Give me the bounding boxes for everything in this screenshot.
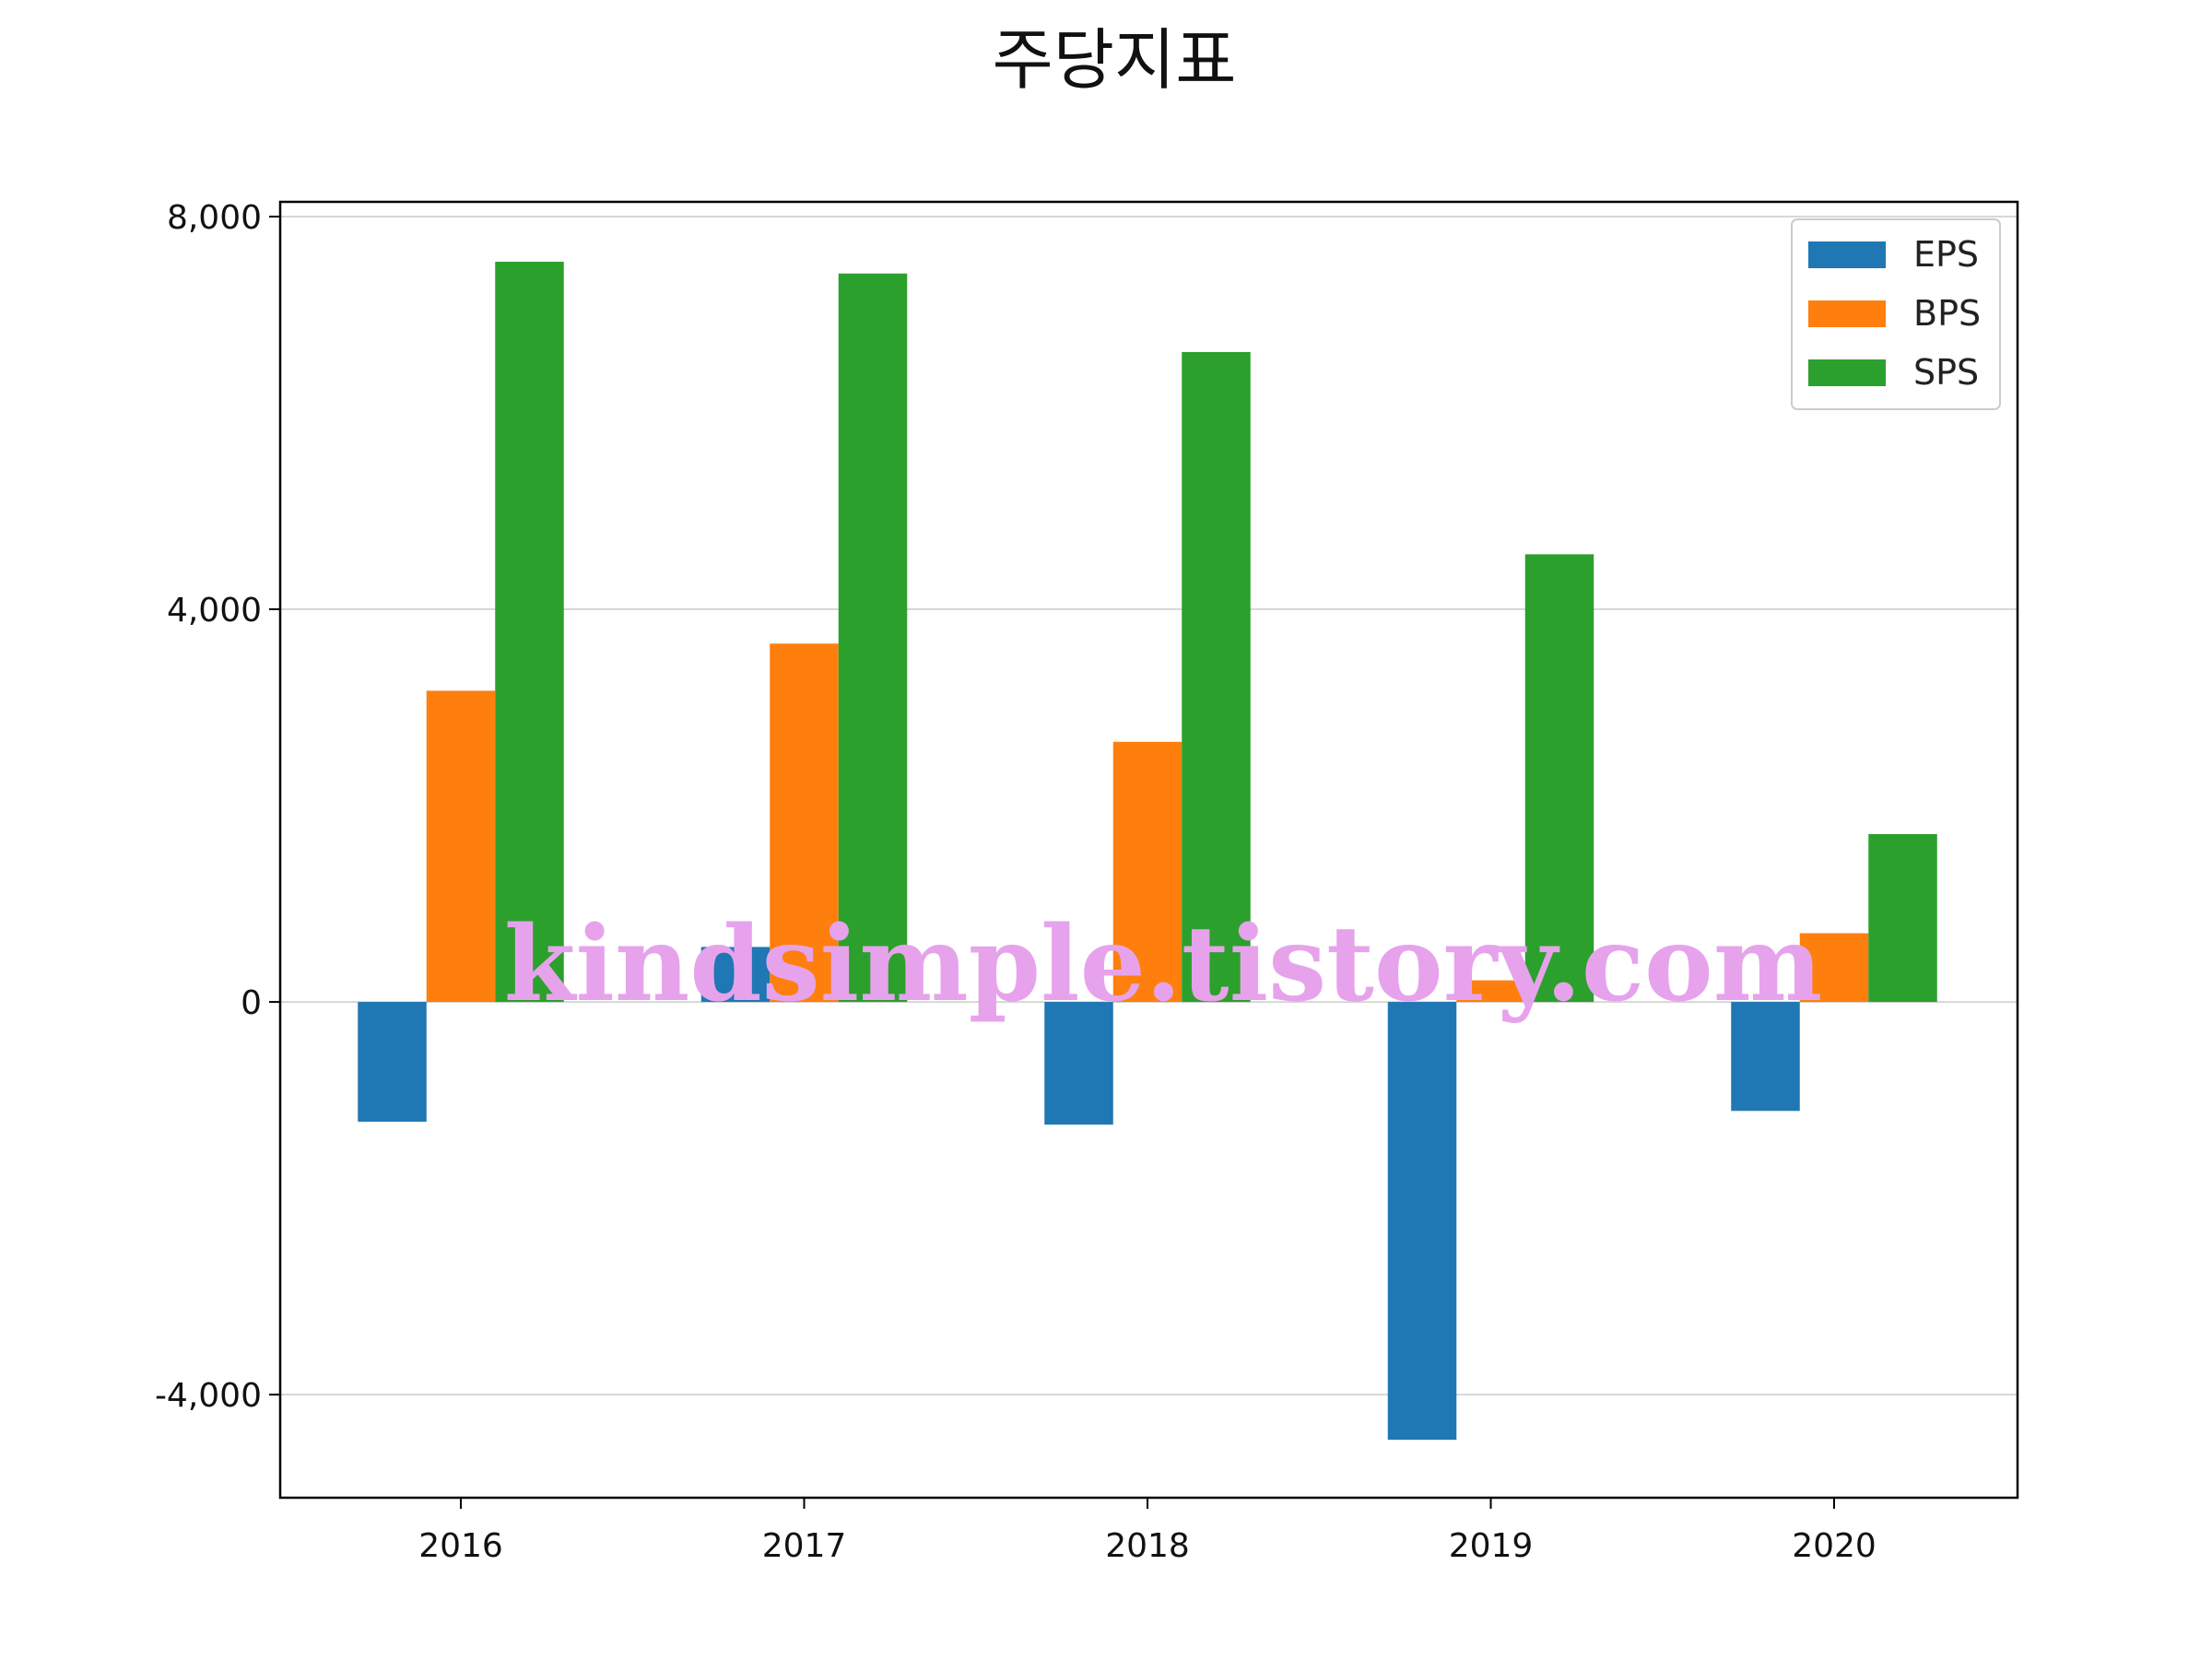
y-tick-label: -4,000 [155,1377,262,1415]
x-axis-ticks: 2016 2017 2018 2019 2020 [418,1498,1877,1565]
bar-eps-2018 [1044,1002,1113,1125]
bar-sps-2016 [495,261,564,1003]
bar-sps-2017 [838,273,908,1003]
y-tick-label: 8,000 [167,199,262,237]
watermark-text: kindsimple.tistory.com [504,904,1823,1025]
legend-label-eps: EPS [1913,234,1979,275]
bars [358,261,1937,1441]
y-axis-ticks: -4,000 0 4,000 8,000 [155,199,280,1415]
bar-bps-2017 [770,643,839,1003]
bar-sps-2019 [1524,554,1594,1003]
legend-swatch-bps [1808,300,1886,327]
axes-frame [278,200,2019,1500]
legend-swatch-sps [1808,359,1886,386]
bar-bps-2018 [1112,741,1182,1003]
bar-bps-2019 [1456,980,1525,1003]
x-tick-label: 2016 [418,1527,503,1565]
legend-swatch-eps [1808,241,1886,268]
chart-title: 주당지표 [993,21,1237,99]
bar-bps-2016 [426,690,496,1003]
x-tick-label: 2018 [1105,1527,1190,1565]
bar-eps-2017 [700,947,771,1003]
y-tick-label: 0 [241,984,262,1022]
bar-eps-2020 [1731,1002,1800,1112]
x-tick-label: 2017 [762,1527,847,1565]
legend-label-bps: BPS [1913,293,1981,334]
x-tick-label: 2019 [1449,1527,1534,1565]
bar-eps-2019 [1387,1002,1457,1441]
bar-eps-2016 [358,1002,427,1123]
legend: EPS BPS SPS [1791,218,2001,410]
gridlines [280,216,2018,1395]
x-tick-label: 2020 [1792,1527,1877,1565]
bar-bps-2020 [1799,933,1869,1003]
legend-label-sps: SPS [1913,352,1979,393]
y-tick-label: 4,000 [167,592,262,629]
bar-sps-2020 [1868,833,1937,1003]
bar-sps-2018 [1182,351,1251,1003]
